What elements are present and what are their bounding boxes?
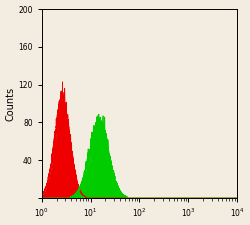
Y-axis label: Counts: Counts bbox=[6, 86, 16, 121]
